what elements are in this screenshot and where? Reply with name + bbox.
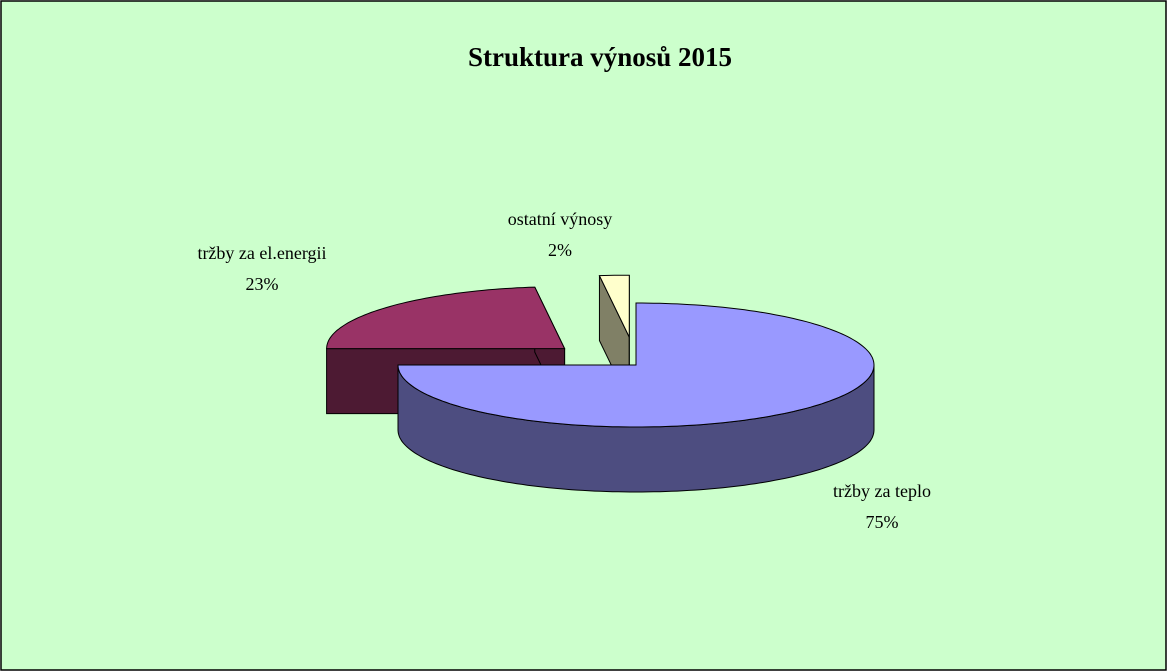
- slice-top: [326, 286, 566, 350]
- chart-title: Struktura výnosů 2015: [468, 42, 732, 72]
- slice-top: [598, 274, 630, 338]
- slice-value-label: 2%: [548, 240, 572, 260]
- slice-value-label: 23%: [246, 274, 279, 294]
- pie-slice: [397, 302, 875, 493]
- slice-label: tržby za el.energii: [197, 243, 326, 263]
- slice-top: [397, 302, 875, 428]
- slice-label: tržby za teplo: [833, 481, 931, 501]
- slice-label: ostatní výnosy: [508, 209, 613, 229]
- slice-value-label: 75%: [866, 512, 899, 532]
